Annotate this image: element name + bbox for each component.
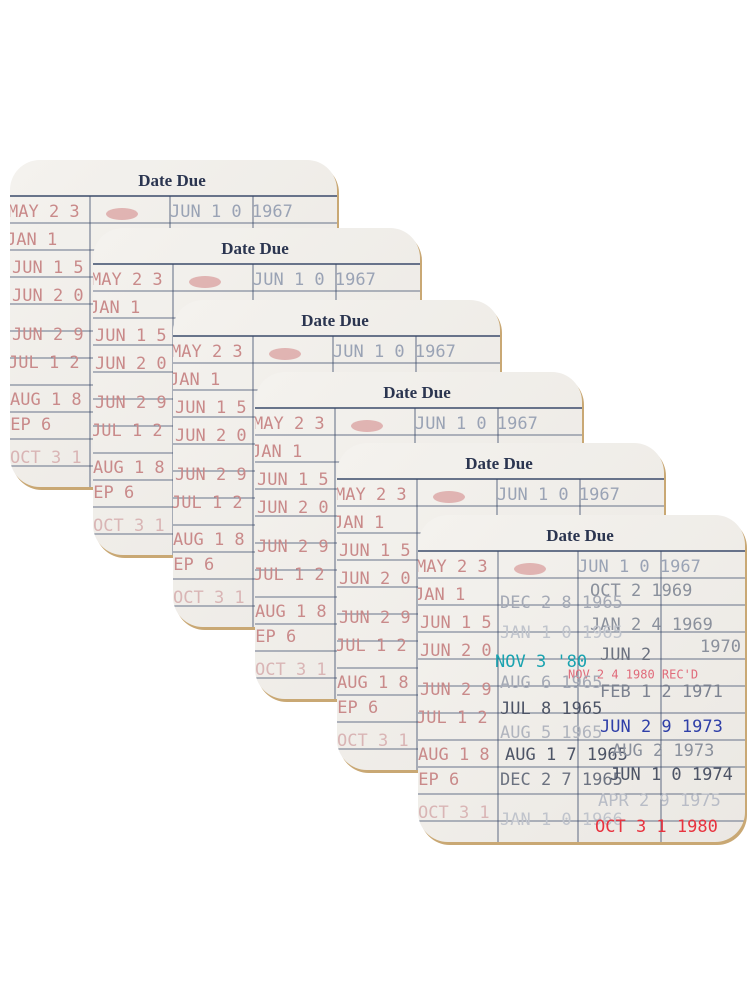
date-stamp: JUN 1 0 1967 (415, 414, 538, 434)
card-title: Date Due (138, 171, 206, 190)
date-stamp: JAN 1 (6, 230, 57, 250)
date-stamp: JUN 1 5 (95, 326, 167, 346)
date-stamp: OCT 3 1 (173, 588, 245, 608)
card-title: Date Due (221, 239, 289, 258)
date-stamp: FEB 1 2 1971 (600, 682, 723, 702)
ink-smudge (189, 276, 221, 288)
date-stamp: OCT 3 1 (418, 803, 490, 823)
date-stamp: DEC 2 7 1965 (500, 770, 623, 790)
coaster: Date Due MAY 2 3 JAN 1 JUN 1 5 JUN 2 0 JUN 2 … (408, 515, 747, 845)
date-stamp: JUN 2 9 (95, 393, 167, 413)
date-stamp: NOV 3 '80 (495, 652, 587, 672)
date-stamp: MAY 2 3 (335, 485, 407, 505)
date-stamp: JUL 1 2 (253, 565, 325, 585)
date-stamp: SEP 6 (245, 627, 296, 647)
date-stamp: AUG 1 8 (337, 673, 409, 693)
date-stamp: AUG 1 8 (93, 458, 165, 478)
date-stamp: JUL 1 2 (91, 421, 163, 441)
date-stamp: MAY 2 3 (416, 557, 488, 577)
date-stamp: JAN 1 (89, 298, 140, 318)
date-stamp: JUN 2 0 (257, 498, 329, 518)
date-stamp: OCT 3 1 (337, 731, 409, 751)
date-stamp: JUN 2 0 (339, 569, 411, 589)
date-stamp: OCT 3 1 (10, 448, 82, 468)
date-stamp: JUN 1 0 1967 (578, 557, 701, 577)
date-stamp: JUN 1 5 (12, 258, 84, 278)
card-title: Date Due (383, 383, 451, 402)
date-stamp: SEP 6 (327, 698, 378, 718)
card-title: Date Due (301, 311, 369, 330)
ink-smudge (269, 348, 301, 360)
date-stamp: MAY 2 3 (91, 270, 163, 290)
date-stamp: JUN 2 9 (12, 325, 84, 345)
date-stamp: JUN 1 5 (420, 613, 492, 633)
date-stamp: JUN 1 5 (175, 398, 247, 418)
ink-smudge (433, 491, 465, 503)
date-stamp: AUG 2 1973 (612, 741, 714, 761)
date-stamp: JAN 1 (251, 442, 302, 462)
date-stamp: JUN 2 0 (12, 286, 84, 306)
date-stamp: JAN 1 (414, 585, 465, 605)
date-stamp: JUL 1 2 (8, 353, 80, 373)
date-stamp: MAY 2 3 (8, 202, 80, 222)
date-stamp: JUN 1 0 1967 (170, 202, 293, 222)
date-stamp: JAN 1 (333, 513, 384, 533)
date-stamp: JUL 1 2 (171, 493, 243, 513)
card-title: Date Due (465, 454, 533, 473)
date-stamp: JUN 2 9 1973 (600, 717, 723, 737)
date-stamp: AUG 1 8 (10, 390, 82, 410)
date-stamp: JUN 2 0 (95, 354, 167, 374)
card-content: Date Due MAY 2 3 JAN 1 JUN 1 5 JUN 2 0 JUN 2 … (327, 454, 664, 770)
date-stamp: SEP 6 (163, 555, 214, 575)
date-stamp: JUN 1 5 (339, 541, 411, 561)
ink-smudge (514, 563, 546, 575)
date-stamp: JUN 1 0 1967 (333, 342, 456, 362)
date-stamp: JUN 2 0 (175, 426, 247, 446)
date-stamp: APR 2 9 1975 (598, 791, 721, 811)
date-stamp: JUL 1 2 (335, 636, 407, 656)
date-stamp: JAN 1 (169, 370, 220, 390)
date-stamp: OCT 3 1 (255, 660, 327, 680)
date-stamp: JUL 8 1965 (500, 699, 602, 719)
date-stamp: JUN 2 9 (175, 465, 247, 485)
date-stamp: JUN 2 9 (339, 608, 411, 628)
date-stamp: OCT 3 1 1980 (595, 817, 718, 837)
card-content: Date Due MAY 2 3 JAN 1 JUN 1 5 JUN 2 0 JUN 2 … (408, 526, 745, 842)
date-stamp: JUN 2 0 (420, 641, 492, 661)
date-stamp: OCT 2 1969 (590, 581, 692, 601)
date-stamp: JAN 1 0 1965 (500, 623, 623, 643)
date-stamp: SEP 6 (83, 483, 134, 503)
date-stamp: JUN 1 5 (257, 470, 329, 490)
date-stamp: JAN 1 0 1966 (500, 810, 623, 830)
date-stamp: SEP 6 (0, 415, 51, 435)
date-stamp: JUL 1 2 (416, 708, 488, 728)
date-stamp: AUG 6 1965 (500, 673, 602, 693)
date-stamp: JUN 1 0 1967 (497, 485, 620, 505)
date-stamp: JUN 2 9 (257, 537, 329, 557)
date-stamp: 1970 (700, 637, 741, 657)
date-stamp: AUG 1 8 (255, 602, 327, 622)
date-stamp: MAY 2 3 (253, 414, 325, 434)
date-stamp: MAY 2 3 (171, 342, 243, 362)
date-stamp: OCT 3 1 (93, 516, 165, 536)
card-content: Date Due MAY 2 3 JAN 1 JUN 1 5 JUN 2 0 JUN 2 … (245, 383, 582, 699)
date-stamp: JUN 2 (600, 645, 651, 665)
card-title: Date Due (546, 526, 614, 545)
date-stamp: SEP 6 (408, 770, 459, 790)
date-stamp: AUG 1 8 (418, 745, 490, 765)
date-stamp: AUG 1 8 (173, 530, 245, 550)
date-stamp: AUG 5 1965 (500, 723, 602, 743)
ink-smudge (106, 208, 138, 220)
date-stamp: JUN 1 0 1974 (610, 765, 733, 785)
coaster-face (418, 515, 745, 842)
date-stamp: JUN 1 0 1967 (253, 270, 376, 290)
date-stamp: JUN 2 9 (420, 680, 492, 700)
date-stamp: AUG 1 7 1965 (505, 745, 628, 765)
date-stamp: NOV 2 4 1980 REC'D (568, 668, 698, 682)
date-stamp: DEC 2 8 1965 (500, 593, 623, 613)
date-stamp: JAN 2 4 1969 (590, 615, 713, 635)
ink-smudge (351, 420, 383, 432)
